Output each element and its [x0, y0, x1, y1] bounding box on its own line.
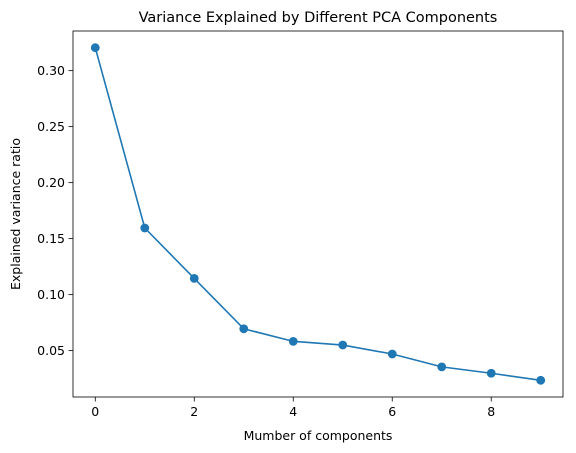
data-point: [437, 362, 447, 372]
x-tick-label: 4: [289, 404, 297, 419]
y-tick-label: 0.10: [37, 287, 65, 302]
series-points: [90, 43, 546, 385]
data-point: [189, 274, 199, 283]
data-point: [90, 43, 100, 53]
chart-title: Variance Explained by Different PCA Comp…: [139, 10, 498, 26]
y-axis-label: Explained variance ratio: [8, 138, 23, 290]
data-point: [387, 349, 397, 359]
x-tick-label: 0: [91, 404, 99, 419]
x-tick-label: 2: [190, 404, 198, 419]
data-point: [536, 375, 546, 385]
x-tick-label: 6: [388, 404, 396, 419]
y-tick-label: 0.20: [37, 175, 65, 190]
plot-frame: [72, 30, 564, 398]
y-tick-label: 0.05: [37, 343, 65, 358]
data-point: [288, 336, 298, 346]
data-point: [239, 324, 249, 334]
x-axis-ticks: 0 2 4 6 8: [91, 397, 495, 419]
y-tick-label: 0.30: [37, 63, 65, 78]
y-axis-ticks: 0.05 0.10 0.15 0.20 0.25 0.30: [37, 63, 73, 358]
series-line: [94, 47, 541, 382]
y-tick-label: 0.15: [37, 231, 65, 246]
x-axis-label: Mumber of components: [244, 428, 393, 443]
y-tick-label: 0.25: [37, 119, 65, 134]
data-point: [140, 223, 150, 233]
data-point: [486, 368, 496, 378]
data-point: [338, 340, 348, 350]
x-tick-label: 8: [487, 404, 495, 419]
